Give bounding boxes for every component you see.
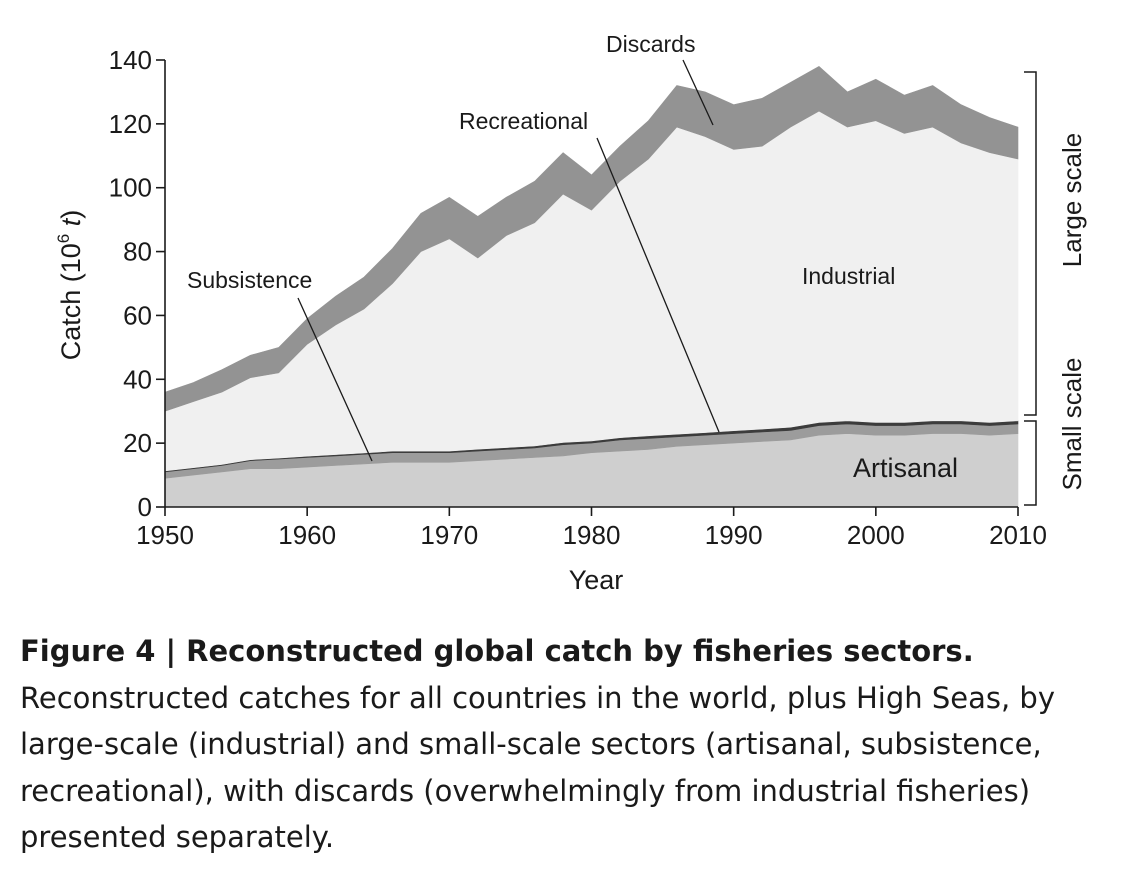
pointer-subsistence [297,297,373,462]
label-large-scale: Large scale [1057,133,1087,267]
label-recreational: Recreational [459,108,588,134]
caption-title: Figure 4 | Reconstructed global catch by… [20,634,974,668]
y-tick-label: 60 [123,300,152,330]
label-subsistence: Subsistence [187,267,312,293]
catch-chart: 1950 1960 1970 1980 1990 2000 2010 0 20 40 60 80 100… [54,31,1087,595]
pointer-recreational [596,137,720,433]
x-tick-label: 2010 [989,520,1047,550]
figure-caption: Figure 4 | Reconstructed global catch by… [20,628,1115,861]
label-industrial: Industrial [802,263,895,289]
chart-ticks: 1950 1960 1970 1980 1990 2000 2010 0 20 40 60 80 100… [109,45,1047,550]
y-tick-label: 40 [123,364,152,394]
y-tick-label: 80 [123,237,152,267]
x-tick-label: 1960 [278,520,336,550]
y-tick-label: 100 [109,173,152,203]
caption-body: Reconstructed catches for all countries … [20,680,1055,855]
pointer-discards [682,59,714,126]
x-tick-label: 1970 [420,520,478,550]
y-tick-label: 20 [123,428,152,458]
bracket-large-scale [1024,71,1037,416]
label-small-scale: Small scale [1057,358,1087,491]
label-artisanal: Artisanal [853,453,958,483]
y-axis-label: Catch (106 t) [54,210,86,361]
x-tick-label: 1980 [563,520,621,550]
y-tick-label: 120 [109,109,152,139]
x-axis-label: Year [569,565,624,595]
chart-annotations: Discards Recreational Subsistence Industria… [187,31,1087,506]
label-discards: Discards [606,31,695,57]
x-tick-label: 2000 [847,520,905,550]
area-discards [164,66,1019,412]
y-tick-label: 140 [109,45,152,75]
y-tick-label: 0 [138,492,152,522]
bracket-small-scale [1024,420,1037,506]
x-tick-label: 1990 [705,520,763,550]
x-tick-label: 1950 [136,520,194,550]
chart-areas [164,66,1019,508]
